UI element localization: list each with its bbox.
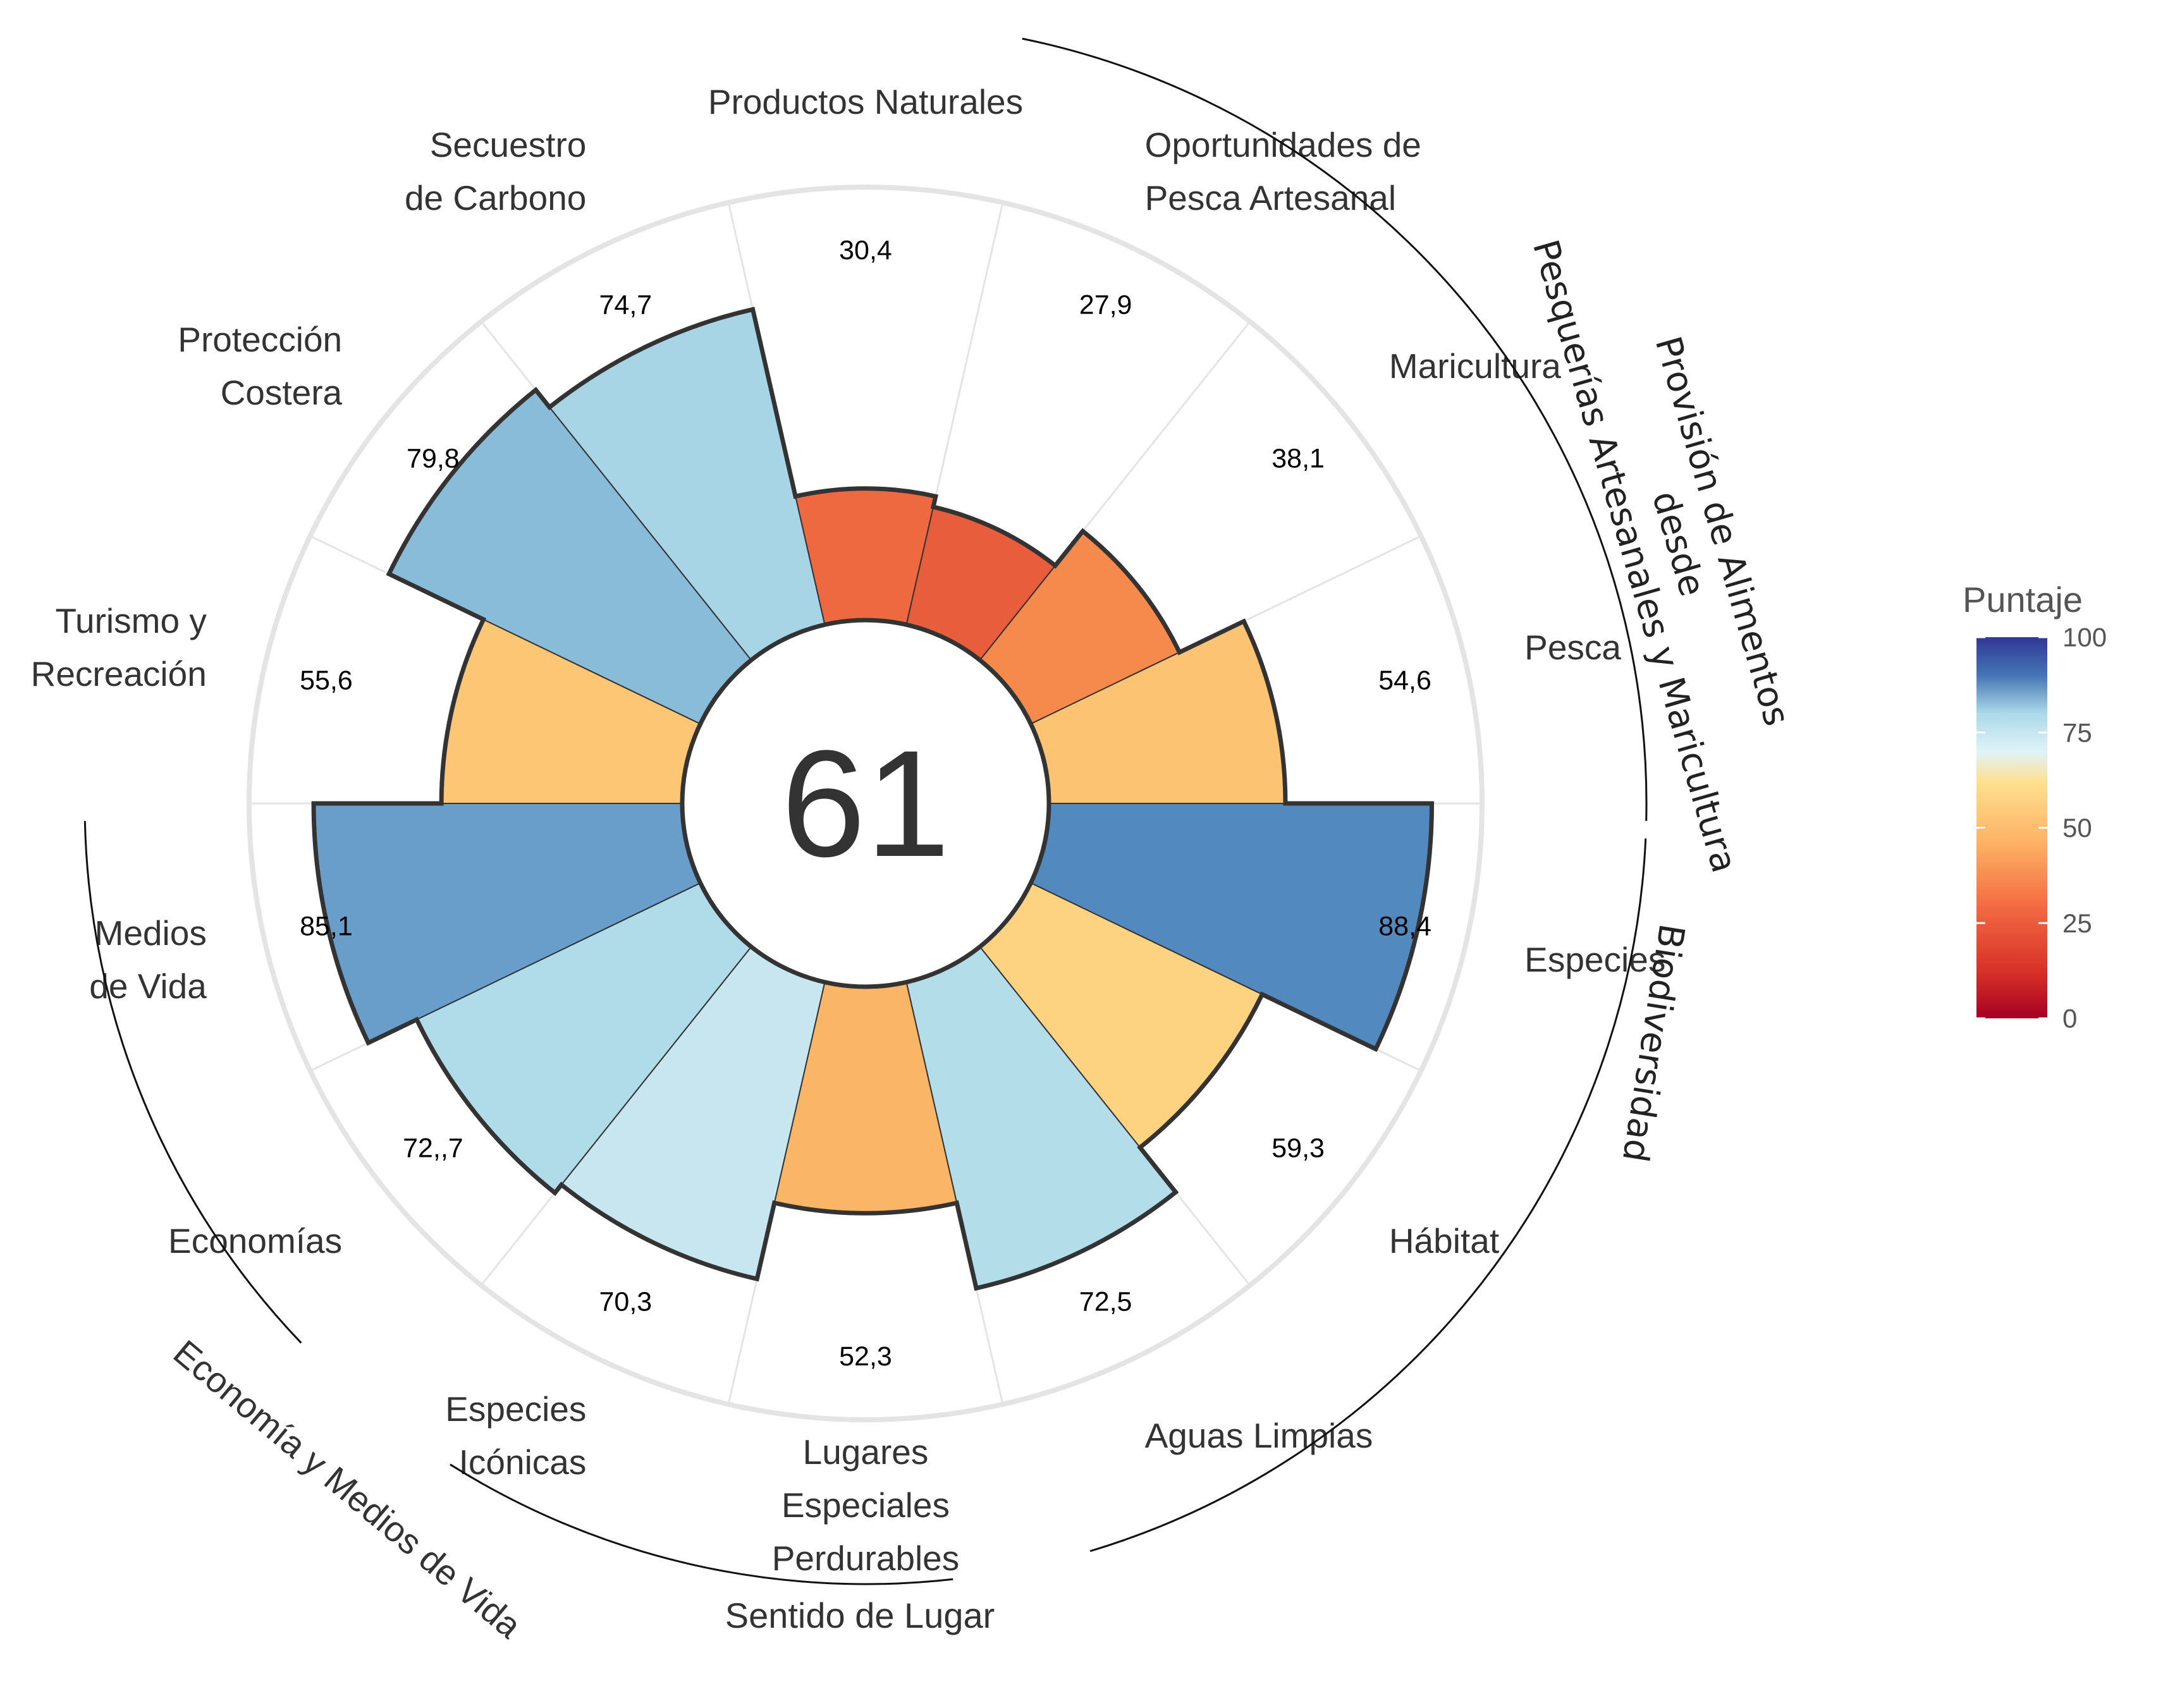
value-label: 72,5 xyxy=(1079,1286,1132,1317)
group-arc-3 xyxy=(450,1463,953,1585)
value-label: 70,3 xyxy=(599,1286,653,1317)
category-label-line: Pesca xyxy=(1524,628,1621,667)
value-labels: 30,4 27,9 38,1 54,6 88,4 59,3 72,5 52,3 70,3 72,,… xyxy=(300,235,1431,1372)
value-label: 59,3 xyxy=(1271,1133,1325,1164)
category-label-line: Maricultura xyxy=(1389,346,1561,386)
value-label: 30,4 xyxy=(839,235,892,265)
legend-tick-label: 75 xyxy=(2062,717,2092,747)
legend-title: Puntaje xyxy=(1963,580,2083,619)
category-label-line: Recreación xyxy=(31,654,207,693)
category-label: Oportunidades de Pesca Artesanal xyxy=(1145,125,1421,217)
category-label: Aguas Limpias xyxy=(1145,1416,1373,1455)
category-label-line: Turismo y xyxy=(55,601,207,640)
category-label-line: Productos Naturales xyxy=(708,82,1023,121)
value-label: 27,9 xyxy=(1079,290,1132,320)
category-label: Turismo y Recreación xyxy=(31,601,207,693)
legend-tick-label: 50 xyxy=(2062,813,2092,843)
legend-tick-label: 0 xyxy=(2062,1004,2077,1034)
bars-outline xyxy=(311,307,1435,1291)
group-label-sense-of-place-line: Sentido de Lugar xyxy=(725,1595,995,1635)
group-label-economy-line: Economía y Medios de Vida xyxy=(166,1332,530,1645)
value-label: 74,7 xyxy=(599,290,653,320)
category-label-line: Costera xyxy=(221,373,343,412)
value-label: 85,1 xyxy=(300,912,353,942)
category-label: Pesca xyxy=(1524,628,1621,667)
category-label: Maricultura xyxy=(1389,346,1561,386)
color-legend: Puntaje 0 25 50 75 100 xyxy=(1963,580,2107,1034)
value-label: 55,6 xyxy=(300,665,353,695)
group-label-food: Provisión de AlimentosdesdePesquerías Ar… xyxy=(1525,210,1833,877)
category-label-line: Secuestro xyxy=(430,125,587,164)
value-label: 38,1 xyxy=(1271,443,1325,473)
category-label: Especies xyxy=(1524,940,1665,979)
legend-colorbar xyxy=(1976,637,2047,1018)
center-area: 61 xyxy=(680,618,1051,989)
category-label: Productos Naturales xyxy=(708,82,1023,121)
value-label: 52,3 xyxy=(839,1341,892,1372)
center-score: 61 xyxy=(781,719,950,888)
category-label-line: Icónicas xyxy=(459,1443,587,1482)
category-label-line: Pesca Artesanal xyxy=(1145,178,1396,217)
group-arc-4 xyxy=(83,820,302,1344)
category-label-line: de Carbono xyxy=(405,178,586,217)
category-label-line: Medios xyxy=(95,913,207,953)
category-label: Protección Costera xyxy=(178,320,342,412)
category-label: Lugares Especiales Perdurables xyxy=(772,1432,960,1578)
category-label-line: Especies xyxy=(1524,940,1665,979)
legend-tick-label: 25 xyxy=(2062,908,2092,938)
category-label: Secuestro de Carbono xyxy=(405,125,586,217)
group-arc-1 xyxy=(1022,37,1648,821)
category-label-line: Protección xyxy=(178,320,342,359)
group-arc-2 xyxy=(1089,838,1647,1552)
category-label: Hábitat xyxy=(1389,1221,1499,1260)
category-label-line: Especies xyxy=(445,1389,586,1429)
category-label: Economías xyxy=(168,1221,342,1260)
category-label-line: Lugares xyxy=(803,1432,929,1472)
value-label: 54,6 xyxy=(1378,665,1431,695)
category-label-line: Hábitat xyxy=(1389,1221,1499,1260)
legend-tick-label: 100 xyxy=(2062,623,2107,652)
value-label: 88,4 xyxy=(1378,912,1431,942)
category-label-line: Especiales xyxy=(781,1485,950,1525)
group-label-economy: Economía y Medios de Vida xyxy=(166,1332,530,1645)
category-label-line: Economías xyxy=(168,1221,342,1260)
value-label: 79,8 xyxy=(407,443,460,473)
value-label: 72,,7 xyxy=(403,1133,463,1164)
category-label: Especies Icónicas xyxy=(445,1389,586,1482)
score-bars xyxy=(311,307,1435,1291)
category-label-line: Aguas Limpias xyxy=(1145,1416,1373,1455)
group-label-sense-of-place: Sentido de Lugar xyxy=(725,1595,995,1635)
center-circle xyxy=(680,618,1051,989)
category-label-line: Perdurables xyxy=(772,1539,960,1578)
